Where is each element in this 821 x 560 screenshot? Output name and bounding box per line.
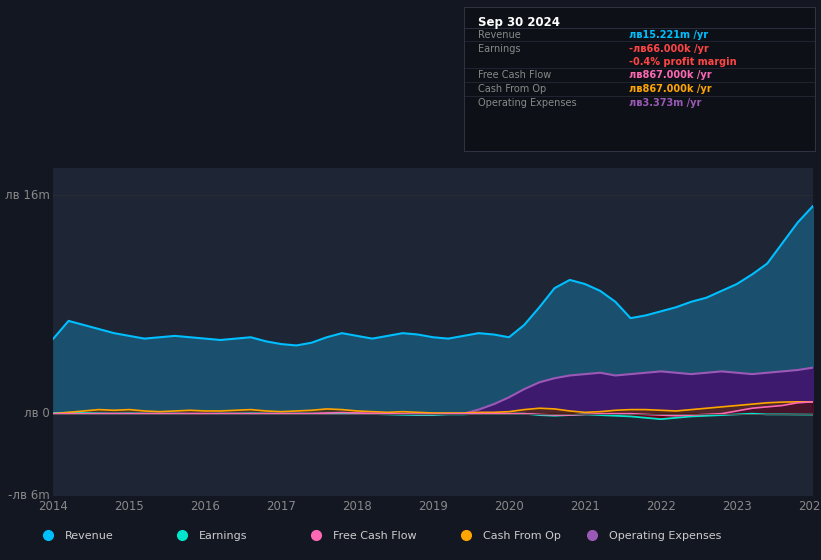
Text: Cash From Op: Cash From Op bbox=[478, 84, 546, 94]
Text: Operating Expenses: Operating Expenses bbox=[609, 531, 722, 541]
Text: -0.4% profit margin: -0.4% profit margin bbox=[629, 57, 736, 67]
Text: Revenue: Revenue bbox=[478, 30, 521, 40]
Text: лв 16m: лв 16m bbox=[5, 189, 49, 202]
Text: Free Cash Flow: Free Cash Flow bbox=[478, 71, 551, 80]
Text: Earnings: Earnings bbox=[478, 44, 521, 54]
Text: -лв66.000k /yr: -лв66.000k /yr bbox=[629, 44, 709, 54]
Text: Cash From Op: Cash From Op bbox=[483, 531, 561, 541]
Text: лв3.373m /yr: лв3.373m /yr bbox=[629, 98, 701, 108]
Text: Earnings: Earnings bbox=[200, 531, 248, 541]
Text: Operating Expenses: Operating Expenses bbox=[478, 98, 576, 108]
Text: лв 0: лв 0 bbox=[24, 407, 49, 420]
Text: Sep 30 2024: Sep 30 2024 bbox=[478, 16, 560, 29]
Text: Free Cash Flow: Free Cash Flow bbox=[333, 531, 417, 541]
Text: -лв 6m: -лв 6m bbox=[8, 489, 49, 502]
Text: Revenue: Revenue bbox=[66, 531, 114, 541]
Text: лв867.000k /yr: лв867.000k /yr bbox=[629, 84, 712, 94]
Text: лв867.000k /yr: лв867.000k /yr bbox=[629, 71, 712, 80]
Text: лв15.221m /yr: лв15.221m /yr bbox=[629, 30, 709, 40]
